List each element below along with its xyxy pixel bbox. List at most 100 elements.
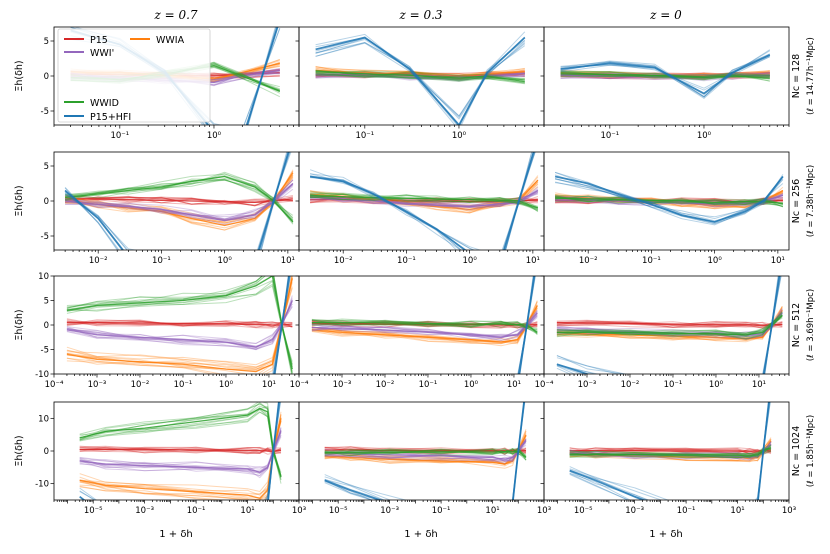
x-tick-label: 10⁻²	[579, 256, 598, 266]
series-wwia-realization	[556, 310, 783, 341]
row-label-nc: Nc = 256	[791, 179, 802, 223]
column-title-z03: z = 0.3	[398, 8, 442, 22]
series-wwid-realization	[315, 70, 525, 81]
series-p15-realization	[66, 320, 293, 328]
x-tick-label: 10⁰	[697, 131, 712, 141]
series-wwid-realization	[324, 448, 527, 460]
panel-lines	[569, 402, 772, 500]
y-tick-label: 0	[44, 321, 49, 331]
series-p15-hfi-realization	[64, 152, 292, 250]
series-wwi-prime-realization	[66, 295, 293, 350]
series-wwid-realization	[315, 71, 525, 81]
x-tick-label: 10⁻²	[334, 256, 353, 266]
series-wwi-prime-realization	[66, 299, 293, 349]
panel-r3-c1: 10⁻⁴ 10⁻³ 10⁻² 10⁻¹ 10⁰ 10¹ -10 -5 0 5 10 Ξh(δh)	[14, 272, 300, 390]
series-wwi-prime-line	[311, 312, 538, 338]
series-wwi-prime-realization	[310, 192, 539, 207]
series-wwid-realization	[555, 195, 784, 207]
series-p15-realization	[66, 320, 293, 329]
legend-label-p15-hfi: P15+HFI	[90, 112, 131, 123]
series-p15-hfi-line	[273, 276, 291, 374]
series-wwid-realization	[66, 276, 293, 372]
x-tick-label: 10¹	[281, 256, 295, 266]
series-p15-hfi-line	[324, 402, 525, 500]
y-tick-label: 10	[38, 272, 49, 282]
series-wwi-prime-realization	[310, 190, 539, 208]
series-wwia-realization	[555, 189, 784, 209]
series-wwid-realization	[555, 195, 784, 208]
series-wwid-realization	[310, 194, 539, 212]
y-axis-label: Ξh(δh)	[14, 435, 25, 466]
legend-label-wwi-prime: WWI'	[90, 48, 114, 59]
series-p15-realization	[560, 71, 770, 80]
series-p15-line	[66, 321, 293, 326]
row-label-nc: Nc = 512	[791, 303, 802, 347]
series-wwid-realization	[324, 446, 527, 461]
series-p15-realization	[65, 196, 293, 207]
x-tick-label: 10¹	[752, 380, 766, 390]
series-p15-realization	[569, 447, 772, 454]
x-tick-label: 10⁻⁵	[574, 506, 593, 516]
series-wwia-realization	[315, 68, 525, 78]
x-tick-label: 10¹	[526, 256, 540, 266]
series-wwid-realization	[324, 447, 527, 457]
series-wwi-prime-realization	[315, 73, 525, 79]
series-wwid-realization	[315, 74, 525, 85]
panel-r3-c3: 10⁻⁴ 10⁻³ 10⁻² 10⁻¹ 10⁰ 10¹	[535, 275, 790, 390]
row-label-scale: (ℓ = 1.85h⁻¹Mpc)	[806, 415, 816, 487]
series-wwid-line	[315, 71, 525, 83]
x-axis-label-col3: 1 + δh	[649, 529, 683, 540]
series-wwid-realization	[65, 172, 294, 222]
x-tick-label: 10⁻²	[89, 256, 108, 266]
series-p15-hfi-line	[560, 54, 771, 95]
series-wwid-realization	[315, 72, 525, 84]
series-p15-hfi-realization	[556, 276, 779, 374]
panel-r4-c1: 10⁻⁵ 10⁻³ 10⁻¹ 10¹ 10³ -10 0 10 Ξh(δh)	[14, 401, 306, 516]
series-wwid-line	[324, 450, 527, 458]
series-wwi-prime-realization	[65, 182, 294, 225]
x-tick-label: 10⁻¹	[642, 256, 661, 266]
series-wwid-realization	[310, 195, 538, 208]
panel-r4-c3: 10⁻⁵ 10⁻³ 10⁻¹ 10¹ 10³	[540, 401, 796, 516]
series-wwid-realization	[560, 71, 770, 77]
series-wwi-prime-realization	[556, 311, 783, 334]
series-p15-realization	[65, 196, 293, 207]
series-wwid-realization	[65, 179, 294, 221]
x-tick-label: 10¹	[771, 256, 785, 266]
series-p15-realization	[79, 446, 282, 455]
series-p15-line	[556, 321, 783, 326]
x-tick-label: 10⁰	[219, 380, 234, 390]
panel-r3-c2: 10⁻⁴ 10⁻³ 10⁻² 10⁻¹ 10⁰ 10¹	[290, 275, 545, 390]
x-tick-label: 10⁻¹	[419, 380, 438, 390]
y-tick-label: 5	[44, 37, 49, 47]
panel-lines	[324, 402, 527, 500]
series-wwia-line	[311, 305, 538, 343]
series-p15-realization	[569, 447, 772, 453]
series-wwia-realization	[324, 435, 527, 465]
series-p15-realization	[65, 196, 293, 205]
series-wwid-line	[65, 175, 294, 223]
panel-lines	[556, 276, 783, 374]
series-p15-realization	[556, 319, 783, 328]
series-wwia-realization	[311, 304, 538, 343]
series-wwi-prime-realization	[66, 301, 293, 350]
x-tick-label: 10⁻⁵	[84, 506, 103, 516]
x-axis-label-col1: 1 + δh	[159, 529, 193, 540]
series-wwid-realization	[324, 447, 527, 457]
x-tick-label: 10⁰	[708, 256, 723, 266]
x-tick-label: 10⁰	[207, 131, 222, 141]
series-wwid-realization	[569, 448, 772, 459]
series-p15-realization	[66, 320, 293, 328]
series-wwi-prime-line	[65, 183, 294, 222]
x-tick-label: 10⁻¹	[397, 256, 416, 266]
x-axis-label-col2: 1 + δh	[404, 529, 438, 540]
series-wwia-realization	[324, 430, 527, 465]
legend-label-wwia: WWIA	[156, 35, 185, 46]
series-wwia-realization	[569, 439, 772, 462]
x-tick-label: 10⁰	[218, 256, 233, 266]
series-wwid-realization	[556, 317, 783, 334]
x-tick-label: 10⁻⁴	[535, 380, 554, 390]
series-wwid-realization	[310, 193, 539, 210]
x-tick-label: 10⁻³	[578, 380, 597, 390]
